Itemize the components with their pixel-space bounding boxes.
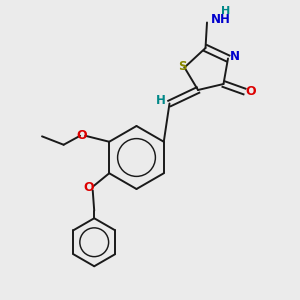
- Text: O: O: [84, 181, 94, 194]
- Text: H: H: [221, 6, 230, 16]
- Text: S: S: [178, 60, 186, 73]
- Text: N: N: [230, 50, 240, 64]
- Text: NH: NH: [211, 13, 230, 26]
- Text: O: O: [76, 129, 87, 142]
- Text: O: O: [246, 85, 256, 98]
- Text: H: H: [156, 94, 166, 107]
